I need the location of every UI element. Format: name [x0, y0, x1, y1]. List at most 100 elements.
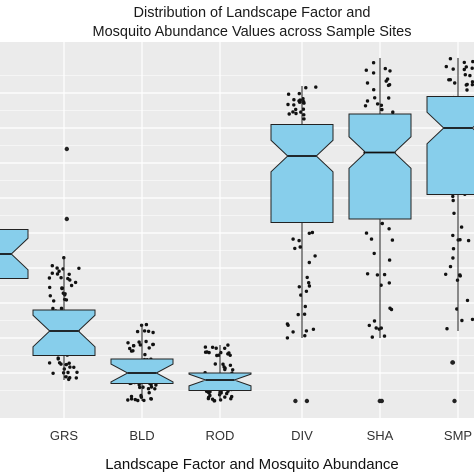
data-point	[47, 276, 52, 280]
data-point	[147, 391, 151, 395]
box-SMP	[426, 96, 474, 195]
data-point	[313, 254, 317, 258]
outlier-point	[450, 360, 455, 365]
data-point	[50, 264, 54, 268]
data-point	[73, 280, 78, 285]
data-point	[285, 336, 290, 340]
data-point	[147, 346, 151, 350]
data-point	[302, 312, 307, 316]
data-point	[291, 110, 295, 114]
data-point	[131, 349, 135, 353]
box-partial	[0, 229, 29, 279]
data-point	[465, 88, 469, 92]
data-point	[231, 368, 235, 372]
x-tick-label: DIV	[291, 428, 313, 443]
data-point	[210, 345, 215, 349]
outlier-point	[293, 398, 298, 404]
box-SHA	[348, 113, 412, 220]
data-point	[364, 231, 369, 235]
data-point	[286, 102, 290, 107]
data-point	[459, 225, 464, 229]
boxes	[0, 58, 474, 401]
data-point	[365, 272, 370, 276]
data-point	[51, 371, 55, 375]
data-point	[371, 71, 376, 75]
data-point	[387, 258, 392, 262]
data-point	[387, 83, 392, 87]
data-point	[151, 330, 155, 335]
x-tick-label: BLD	[129, 428, 154, 443]
data-point	[286, 323, 290, 327]
data-point	[223, 346, 227, 350]
box-ROD	[188, 372, 252, 391]
data-point	[460, 318, 464, 323]
data-point	[303, 334, 307, 338]
data-point	[311, 327, 316, 331]
data-point	[307, 284, 312, 288]
data-point	[380, 221, 384, 226]
data-point	[365, 81, 370, 85]
data-point	[129, 397, 134, 401]
data-point	[66, 370, 70, 375]
data-point	[307, 260, 311, 265]
data-point	[293, 246, 297, 251]
data-point	[142, 329, 147, 333]
data-point	[298, 245, 302, 249]
data-point	[388, 69, 392, 73]
data-point	[307, 231, 311, 235]
data-point	[374, 326, 378, 330]
data-point	[221, 362, 225, 366]
data-point	[304, 86, 308, 90]
data-point	[453, 81, 457, 85]
data-point	[69, 283, 74, 288]
data-point	[471, 59, 474, 64]
data-point	[66, 276, 70, 281]
data-point	[387, 227, 391, 231]
data-point	[387, 281, 391, 285]
data-point	[371, 61, 376, 65]
data-point	[470, 317, 474, 322]
data-point	[304, 329, 309, 333]
data-point	[388, 306, 392, 310]
data-point	[218, 398, 223, 402]
data-point	[126, 398, 130, 402]
data-point	[291, 237, 295, 241]
data-point	[213, 362, 217, 366]
data-point	[382, 334, 387, 338]
data-point	[128, 346, 132, 351]
data-point	[390, 238, 395, 242]
data-point	[77, 266, 81, 270]
data-point	[222, 365, 226, 369]
chart-title-line-1: Distribution of Landscape Factor and	[134, 5, 371, 21]
data-point	[445, 327, 449, 331]
data-point	[286, 92, 291, 96]
data-point	[223, 395, 227, 399]
data-point	[62, 297, 67, 302]
data-point	[55, 272, 60, 276]
outlier-point	[64, 146, 70, 152]
data-point	[208, 393, 212, 398]
data-point	[297, 91, 301, 96]
data-point	[301, 107, 306, 111]
outlier-point	[379, 398, 384, 404]
data-point	[136, 398, 140, 403]
data-point	[287, 112, 291, 116]
data-point	[462, 67, 466, 72]
data-point	[226, 343, 230, 347]
data-point	[307, 281, 311, 285]
data-point	[59, 306, 64, 310]
data-point	[144, 322, 149, 327]
data-point	[387, 96, 391, 100]
data-point	[296, 312, 300, 317]
data-point	[448, 78, 452, 82]
data-point	[365, 99, 370, 103]
data-point	[464, 65, 468, 69]
data-point	[48, 285, 52, 290]
data-point	[129, 394, 134, 399]
data-point	[56, 356, 60, 360]
data-point	[391, 110, 395, 114]
data-point	[458, 273, 462, 277]
data-point	[47, 361, 52, 365]
data-point	[67, 377, 71, 382]
data-point	[206, 396, 211, 401]
